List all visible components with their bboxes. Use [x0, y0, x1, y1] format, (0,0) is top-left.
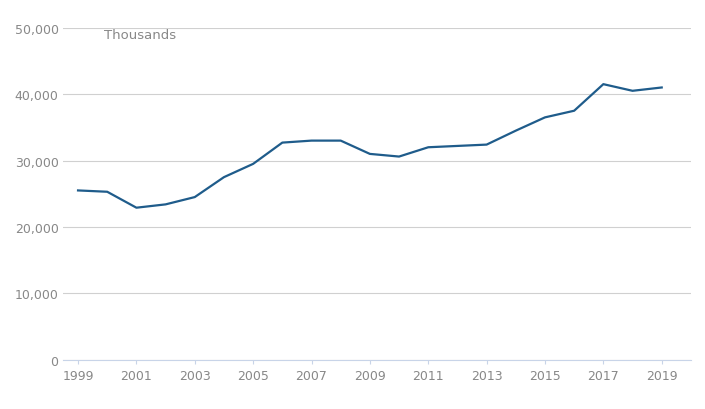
Text: Thousands: Thousands [104, 29, 176, 42]
